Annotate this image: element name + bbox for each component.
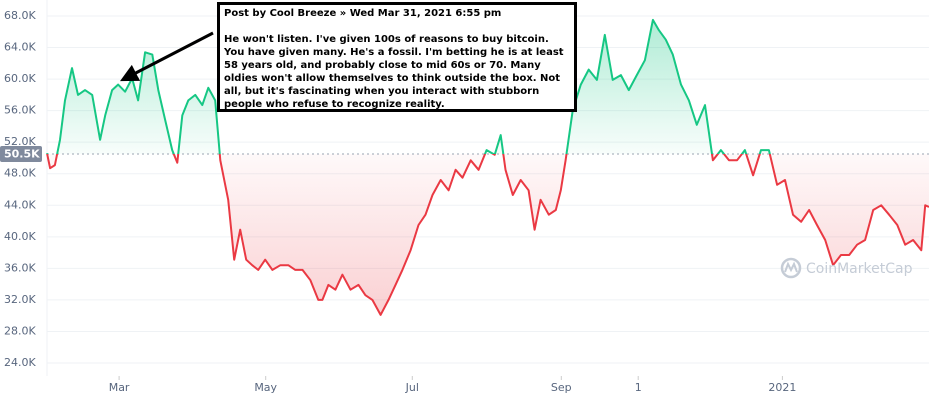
y-tick-label: 56.0K <box>4 104 36 117</box>
x-tick-label: 1 <box>635 381 642 394</box>
x-tick-label: 2021 <box>768 381 796 394</box>
x-tick-label: Mar <box>109 381 130 394</box>
y-tick-label: 48.0K <box>4 167 36 180</box>
watermark: CoinMarketCap <box>806 261 913 277</box>
y-tick-label: 40.0K <box>4 230 36 243</box>
y-tick-label: 68.0K <box>4 9 36 22</box>
y-tick-label: 28.0K <box>4 324 36 337</box>
y-tick-label: 24.0K <box>4 356 36 369</box>
annotation-box: Post by Cool Breeze » Wed Mar 31, 2021 6… <box>217 2 577 112</box>
y-tick-label: 36.0K <box>4 261 36 274</box>
annotation-text: He won't listen. I've given 100s of reas… <box>224 34 564 110</box>
x-tick-label: May <box>254 381 277 394</box>
area <box>47 19 929 315</box>
watermark-logo <box>780 257 802 279</box>
annotation-header: Post by Cool Breeze » Wed Mar 31, 2021 6… <box>224 8 502 19</box>
axis-labels: 24.0K 28.0K 32.0K 36.0K 40.0K 44.0K 48.0K 52.0K… <box>0 9 796 394</box>
baseline-badge <box>0 146 42 163</box>
x-tick-label: Jul <box>405 381 419 394</box>
grid <box>46 0 929 380</box>
y-tick-label: 44.0K <box>4 198 36 211</box>
y-tick-label: 64.0K <box>4 41 36 54</box>
plot <box>46 18 929 316</box>
baseline-label: 50.5K <box>4 148 40 161</box>
arrow <box>120 31 214 82</box>
y-tick-label: 60.0K <box>4 72 36 85</box>
price-line <box>46 18 929 316</box>
y-tick-label: 52.0K <box>4 135 36 148</box>
x-tick-label: Sep <box>551 381 572 394</box>
y-tick-label: 32.0K <box>4 293 36 306</box>
